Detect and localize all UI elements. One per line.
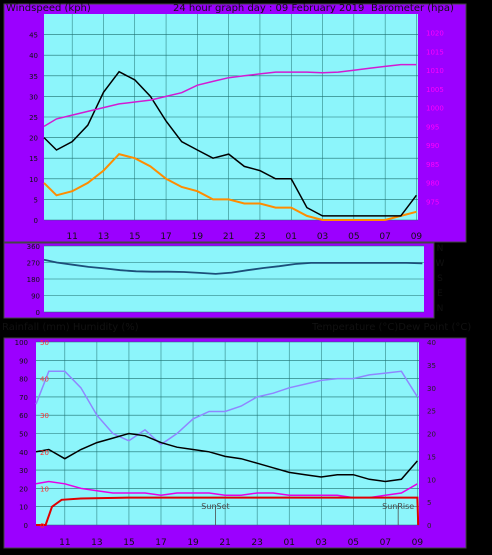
wind-gust-line <box>43 70 417 217</box>
direction-tick-label: 90 <box>31 293 40 301</box>
humidity-tick-label: 30 <box>19 467 28 475</box>
wind-tick-label: 45 <box>29 32 38 40</box>
wind-direction-line <box>43 258 423 275</box>
rain-tick-label: 40 <box>40 376 49 384</box>
temperature-tick-label: 30 <box>427 385 436 393</box>
wind-tick-label: 0 <box>34 217 38 225</box>
wind-x-tick-label: 21 <box>223 232 234 242</box>
compass-label: S <box>437 274 443 284</box>
baro-tick-label: 1000 <box>426 105 444 113</box>
humidity-tick-label: 10 <box>19 504 28 512</box>
chart-title: 24 hour graph day : 09 February 2019 <box>173 3 364 14</box>
direction-tick-label: 180 <box>27 276 40 284</box>
temp-x-tick-label: 05 <box>348 538 359 548</box>
temperature-tick-label: 25 <box>427 408 436 416</box>
baro-axis-title: Barometer (hpa) <box>371 3 454 14</box>
wind-axis-title: Windspeed (kph) <box>6 3 91 14</box>
baro-tick-label: 1005 <box>426 86 444 94</box>
rain-tick-label: 50 <box>40 339 49 347</box>
wind-x-tick-label: 11 <box>66 232 77 242</box>
rain-tick-label: 20 <box>40 449 49 457</box>
compass-label: W <box>436 259 445 269</box>
wind-x-tick-label: 19 <box>192 232 204 242</box>
wind-tick-label: 5 <box>34 196 38 204</box>
wind-x-tick-label: 15 <box>129 232 140 242</box>
humidity-tick-label: 50 <box>19 431 28 439</box>
wind-x-tick-label: 07 <box>379 232 390 242</box>
humidity-tick-label: 80 <box>19 376 28 384</box>
temperature-line <box>35 432 418 483</box>
humidity-tick-label: 60 <box>19 412 28 420</box>
wind-tick-label: 25 <box>29 114 38 122</box>
temp-x-tick-label: 17 <box>155 538 166 548</box>
temp-x-tick-label: 21 <box>219 538 230 548</box>
wind-tick-label: 20 <box>29 135 38 143</box>
wind-tick-label: 40 <box>29 52 38 60</box>
wind-x-tick-label: 23 <box>254 232 265 242</box>
temperature-tick-label: 5 <box>427 499 431 507</box>
temp-dew-axis-title: Temperature (°C)Dew Point (°C) <box>311 322 471 333</box>
rain-line <box>36 496 420 526</box>
temperature-tick-label: 40 <box>427 339 436 347</box>
baro-tick-label: 975 <box>426 198 439 206</box>
baro-tick-label: 1015 <box>426 48 444 56</box>
temp-x-tick-label: 23 <box>251 538 262 548</box>
wind-tick-label: 10 <box>29 176 38 184</box>
baro-tick-label: 995 <box>426 123 439 131</box>
compass-label: N <box>437 244 444 254</box>
temperature-tick-label: 15 <box>427 453 436 461</box>
humidity-tick-label: 20 <box>19 485 28 493</box>
direction-tick-label: 270 <box>27 260 40 268</box>
compass-label: E <box>437 289 443 299</box>
temp-x-tick-label: 07 <box>380 538 391 548</box>
tick-layer: 0510152025303540459759809859909951000100… <box>15 30 445 548</box>
humidity-line <box>35 370 419 446</box>
temperature-tick-label: 0 <box>427 522 431 530</box>
temperature-tick-label: 35 <box>427 362 436 370</box>
baro-tick-label: 1020 <box>426 30 444 38</box>
baro-tick-label: 990 <box>426 142 439 150</box>
wind-x-tick-label: 17 <box>160 232 171 242</box>
wind-x-tick-label: 05 <box>348 232 359 242</box>
sun-annotation: SunRise <box>382 502 414 511</box>
compass-label: N <box>437 304 444 314</box>
wind-x-tick-label: 13 <box>98 232 109 242</box>
wind-tick-label: 15 <box>29 155 38 163</box>
direction-tick-label: 360 <box>27 243 40 251</box>
temp-x-tick-label: 13 <box>91 538 102 548</box>
temp-x-tick-label: 19 <box>187 538 199 548</box>
rain-tick-label: 30 <box>40 412 49 420</box>
temp-x-tick-label: 11 <box>59 538 70 548</box>
temperature-tick-label: 20 <box>427 431 436 439</box>
humidity-tick-label: 70 <box>19 394 28 402</box>
humidity-tick-label: 90 <box>19 357 28 365</box>
direction-tick-label: 0 <box>36 309 40 317</box>
humidity-tick-label: 40 <box>19 449 28 457</box>
rain-tick-label: 0 <box>40 522 44 530</box>
humidity-tick-label: 0 <box>24 522 28 530</box>
sun-annotation: SunSet <box>201 502 229 511</box>
wind-x-tick-label: 01 <box>286 232 297 242</box>
temp-x-tick-label: 03 <box>316 538 327 548</box>
temperature-tick-label: 10 <box>427 476 436 484</box>
wind-x-tick-label: 09 <box>411 232 423 242</box>
wind-tick-label: 30 <box>29 93 38 101</box>
wind-tick-label: 35 <box>29 73 38 81</box>
wind-average-line <box>43 152 417 221</box>
temp-x-tick-label: 01 <box>283 538 294 548</box>
temp-x-tick-label: 15 <box>123 538 134 548</box>
baro-tick-label: 985 <box>426 161 439 169</box>
rain-tick-label: 10 <box>40 485 49 493</box>
rain-humidity-axis-title: Rainfall (mm) Humidity (%) <box>2 322 139 333</box>
series-layer <box>35 63 423 526</box>
barometer-line <box>43 63 417 128</box>
wind-x-tick-label: 03 <box>317 232 328 242</box>
temp-x-tick-label: 09 <box>412 538 424 548</box>
baro-tick-label: 1010 <box>426 67 444 75</box>
humidity-tick-label: 100 <box>15 339 28 347</box>
baro-tick-label: 980 <box>426 180 439 188</box>
